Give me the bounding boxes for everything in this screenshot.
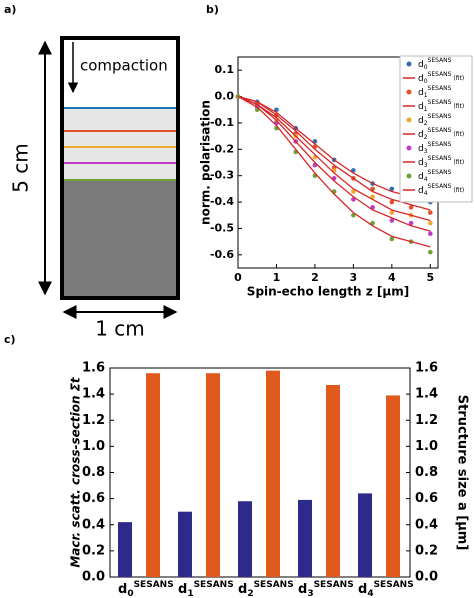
data-point [389, 210, 395, 215]
bar [118, 522, 132, 577]
x-tick-label: 0 [234, 271, 242, 284]
fit-line [237, 95, 431, 248]
fit-line [237, 95, 431, 201]
data-point [428, 210, 433, 215]
y-axis-label: norm. polarisation [199, 100, 213, 225]
y-tick-label: 0.4 [82, 517, 105, 532]
y-tick-label: 0.8 [82, 465, 105, 480]
bar [206, 373, 220, 577]
data-point [389, 186, 395, 192]
panel-label: b) [206, 3, 219, 16]
data-point [408, 220, 414, 226]
y2-tick-label: 0.2 [415, 543, 438, 558]
y-tick-label: 1.4 [82, 387, 105, 402]
y2-tick-label: 1.4 [415, 387, 438, 402]
y-tick-label: 1.6 [82, 361, 105, 376]
bar [386, 395, 400, 577]
fit-line [237, 95, 431, 211]
legend-label: d0SESANS [418, 57, 452, 71]
fit-line [237, 95, 431, 232]
container [60, 36, 180, 300]
legend-label: d1SESANS [418, 85, 452, 99]
y-tick-label: 0.6 [82, 491, 105, 506]
data-point [428, 220, 433, 226]
legend-label: d1SESANS (fit) [418, 99, 464, 113]
data-point [408, 205, 414, 210]
legend-swatch [406, 145, 412, 151]
panel-label: a) [4, 3, 16, 16]
legend-box [399, 55, 473, 203]
x-tick-label: 2 [311, 271, 319, 284]
y-tick-label: -0.4 [210, 195, 234, 208]
y2-tick-label: 0.6 [415, 491, 438, 506]
bar [358, 493, 372, 577]
legend-label: d4SESANS [418, 169, 452, 183]
legend-swatch [406, 117, 412, 123]
bar [298, 499, 312, 577]
y2-tick-label: 1.0 [415, 439, 438, 454]
arrow-label: compaction [80, 57, 168, 75]
y-axis-label: Macr. scatt. cross-section Σt [69, 376, 83, 568]
bar [266, 370, 280, 577]
x-tick-label: 3 [350, 271, 358, 284]
layer [62, 108, 178, 180]
dimension-label: 5 cm [9, 143, 33, 193]
legend-label: d3SESANS [418, 141, 452, 155]
y-tick-label: -0.5 [210, 221, 234, 234]
data-point [389, 218, 395, 223]
x-tick-label: 4 [388, 271, 396, 284]
data-point [351, 189, 356, 194]
y2-tick-label: 0.0 [415, 570, 438, 585]
bar [146, 373, 160, 577]
y2-tick-label: 0.4 [415, 517, 438, 532]
legend-label: d4SESANS (fit) [418, 183, 464, 197]
y-tick-label: 0.1 [215, 63, 235, 76]
x-tick-label: d1SESANS [178, 580, 234, 598]
legend-swatch [406, 61, 412, 67]
y2-tick-label: 1.2 [415, 413, 438, 428]
y-tick-label: 0.0 [215, 90, 235, 103]
x-tick-label: d0SESANS [118, 580, 174, 598]
bar [238, 501, 252, 577]
data-point [389, 199, 395, 205]
y2-axis-label: Structure size a [μm] [455, 395, 470, 551]
panel-a: a) compaction 5 cm 1 cm [4, 3, 180, 341]
y-tick-label: -0.1 [210, 116, 234, 129]
x-tick-label: 5 [426, 271, 434, 284]
bar [178, 511, 192, 577]
legend-label: d2SESANS (fit) [418, 127, 464, 141]
y-tick-label: 1.0 [82, 439, 105, 454]
bar [326, 384, 340, 577]
x-axis-label: Spin-echo length z [μm] [247, 285, 409, 299]
x-tick-label: d3SESANS [298, 580, 354, 598]
y2-tick-label: 1.6 [415, 361, 438, 376]
layer [62, 180, 178, 298]
y-tick-label: 0.0 [82, 570, 105, 585]
panel-label: c) [4, 333, 16, 346]
y-tick-label: -0.6 [210, 248, 234, 261]
legend-label: d3SESANS (fit) [418, 155, 464, 169]
legend-label: d2SESANS [418, 113, 452, 127]
x-tick-label: d2SESANS [238, 580, 294, 598]
legend-swatch [406, 89, 412, 95]
legend-swatch [406, 173, 412, 179]
data-point [274, 107, 279, 113]
data-point [428, 231, 433, 237]
x-tick-label: 1 [273, 271, 281, 284]
dimension-label: 1 cm [95, 317, 145, 341]
data-point [370, 194, 375, 200]
fit-line [237, 95, 431, 222]
data-point [428, 249, 433, 255]
legend-label: d0SESANS (fit) [418, 71, 464, 85]
y-tick-label: -0.2 [210, 142, 234, 155]
y2-tick-label: 0.8 [415, 465, 438, 480]
x-tick-label: d4SESANS [358, 580, 414, 598]
y-tick-label: -0.3 [210, 169, 234, 182]
y-tick-label: 1.2 [82, 413, 105, 428]
y-tick-label: 0.2 [82, 543, 105, 558]
data-point [389, 236, 395, 242]
